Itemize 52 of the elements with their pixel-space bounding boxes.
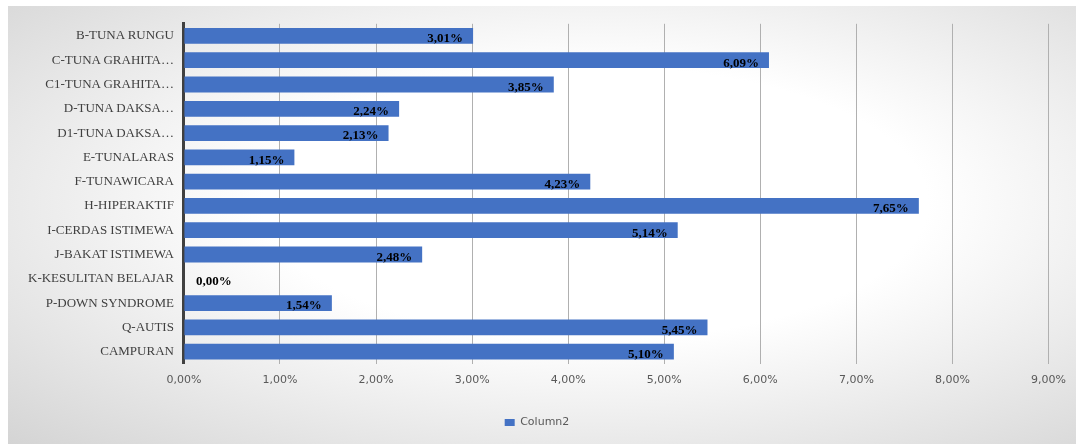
bar: [184, 52, 769, 69]
bar: [184, 173, 591, 190]
bar: [184, 28, 474, 44]
x-tick-label: 2,00%: [358, 373, 394, 387]
legend-label: Column2: [520, 415, 570, 429]
bar: [184, 198, 919, 214]
bar: [184, 295, 332, 311]
x-tick-label: 3,00%: [454, 373, 490, 387]
bar: [184, 222, 678, 239]
bar: [184, 100, 400, 117]
data-label: 3,85%: [508, 78, 544, 94]
x-tick-label: 1,00%: [262, 373, 298, 387]
data-label: 1,15%: [248, 151, 285, 167]
x-tick-label: 9,00%: [1031, 373, 1066, 387]
data-label: 2,13%: [342, 127, 379, 143]
x-tick-label: 5,00%: [646, 373, 682, 387]
bar: [184, 125, 389, 141]
y-tick-label: E-TUNALARAS: [82, 148, 174, 164]
data-label: 2,48%: [376, 248, 413, 264]
x-tick-label: 8,00%: [934, 373, 970, 387]
y-tick-label: D-TUNA DAKSA…: [63, 100, 174, 116]
x-tick-label: 4,00%: [550, 373, 586, 387]
x-tick-label: 6,00%: [742, 373, 778, 387]
y-tick-label: CAMPURAN: [100, 343, 175, 359]
data-label: 6,09%: [723, 54, 759, 70]
data-label: 1,54%: [286, 297, 322, 313]
data-label: 3,01%: [427, 30, 464, 46]
x-tick-label: 0,00%: [166, 373, 202, 387]
bar: [184, 76, 554, 93]
y-tick-label: H-HIPERAKTIF: [84, 197, 174, 213]
y-tick-label: I-CERDAS ISTIMEWA: [47, 221, 175, 237]
y-tick-label: P-DOWN SYNDROME: [45, 294, 174, 310]
y-tick-label: C1-TUNA GRAHITA…: [45, 75, 174, 91]
y-tick-label: K-KESULITAN BELAJAR: [28, 270, 175, 286]
data-label: 5,45%: [661, 321, 698, 337]
data-label: 5,10%: [628, 346, 664, 362]
data-label: 2,24%: [353, 103, 390, 119]
bar: [184, 343, 674, 360]
y-tick-label: F-TUNAWICARA: [74, 173, 175, 189]
data-label: 0,00%: [195, 273, 232, 289]
bar: [184, 149, 295, 166]
data-label: 5,14%: [631, 224, 668, 240]
y-tick-label: Q-AUTIS: [121, 318, 174, 334]
data-label: 4,23%: [544, 176, 581, 192]
bar: [184, 319, 708, 336]
data-label: 7,65%: [873, 200, 909, 216]
y-tick-label: J-BAKAT ISTIMEWA: [54, 245, 175, 261]
y-tick-label: C-TUNA GRAHITA…: [51, 51, 174, 67]
bar: [184, 246, 423, 263]
x-tick-label: 7,00%: [838, 373, 874, 387]
y-tick-label: B-TUNA RUNGU: [76, 27, 175, 43]
y-tick-label: D1-TUNA DAKSA…: [57, 124, 174, 140]
